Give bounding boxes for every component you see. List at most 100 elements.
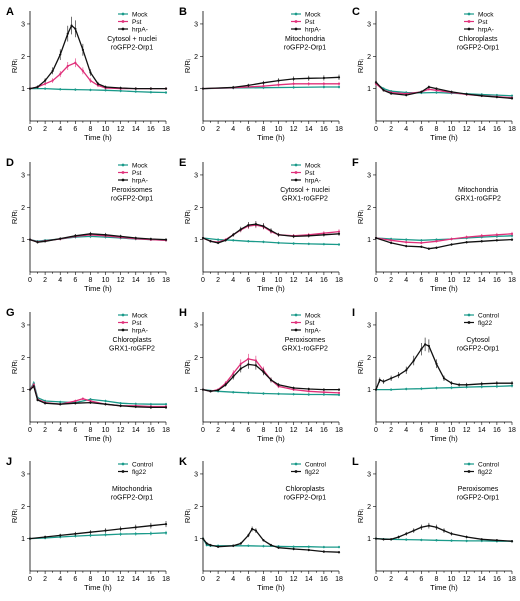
x-tick-label: 0: [201, 277, 205, 284]
data-point: [337, 230, 341, 233]
legend-entry: flg22: [291, 469, 319, 476]
series-line: [375, 233, 513, 244]
data-point: [81, 397, 84, 400]
data-point: [390, 377, 393, 380]
x-tick-label: 0: [201, 126, 205, 133]
data-point: [164, 91, 168, 94]
data-point: [277, 233, 280, 236]
data-point: [119, 402, 122, 405]
data-point: [74, 27, 77, 30]
data-point: [205, 542, 208, 545]
x-tick-label: 8: [261, 576, 265, 583]
data-point: [307, 77, 310, 80]
x-tick-label: 6: [419, 576, 423, 583]
y-axis-label: R/Rᵢ: [183, 59, 192, 73]
data-point: [269, 378, 273, 382]
data-point: [149, 524, 152, 527]
data-point: [224, 383, 227, 386]
series-line: [202, 528, 340, 553]
series-line: [375, 235, 513, 241]
y-tick-label: 3: [367, 471, 371, 478]
legend-label: Mock: [305, 312, 321, 319]
legend-entry: Mock: [291, 162, 321, 169]
data-point: [89, 71, 92, 74]
panel-annotation: GRX1-roGFP2: [282, 196, 328, 203]
x-tick-label: 0: [28, 126, 32, 133]
x-tick-label: 18: [335, 277, 343, 284]
panel-annotation: Cytosol + nuclei: [280, 187, 330, 194]
legend-label: Pst: [132, 170, 142, 177]
data-point: [254, 359, 257, 362]
data-point: [254, 529, 257, 532]
data-point: [201, 537, 205, 540]
data-point: [44, 79, 47, 82]
x-tick-label: 8: [261, 427, 265, 434]
legend-entry: Mock: [118, 11, 148, 18]
legend-label: Mock: [132, 162, 148, 169]
series-hrpA-: [28, 16, 168, 90]
series-hrpA-: [28, 231, 168, 244]
data-point: [205, 544, 208, 547]
x-tick-label: 16: [147, 427, 155, 434]
legend-label: hrpA-: [305, 177, 321, 184]
x-tick-label: 8: [434, 427, 438, 434]
data-point: [119, 89, 122, 93]
data-point: [337, 85, 341, 89]
y-tick-label: 2: [21, 504, 25, 511]
y-tick-label: 1: [194, 387, 198, 394]
x-tick-label: 8: [88, 126, 92, 133]
data-point: [374, 388, 378, 391]
legend-label: flg22: [478, 469, 492, 476]
panel-label: I: [352, 307, 355, 319]
x-tick-label: 10: [275, 576, 283, 583]
y-axis-label: R/Rᵢ: [356, 59, 365, 73]
legend-label: Mock: [305, 162, 321, 169]
panel-annotation: roGFP2-Orp1: [111, 45, 154, 52]
data-point: [74, 402, 77, 405]
data-point: [247, 84, 250, 87]
data-point: [378, 378, 381, 382]
x-axis-label: Time (h): [84, 583, 112, 592]
legend-entry: Control: [464, 461, 500, 468]
panel-label: A: [6, 6, 14, 18]
series-line: [30, 87, 167, 94]
data-point: [322, 233, 325, 236]
y-tick-label: 3: [194, 322, 198, 329]
x-tick-label: 0: [374, 126, 378, 133]
data-point: [119, 86, 122, 90]
data-point: [89, 534, 92, 537]
x-tick-label: 18: [508, 126, 516, 133]
data-point: [28, 537, 32, 540]
x-tick-label: 14: [132, 576, 140, 583]
data-point: [44, 82, 47, 85]
data-point: [164, 87, 168, 90]
data-point: [412, 359, 415, 362]
data-point: [74, 399, 77, 403]
data-point: [322, 388, 325, 391]
y-tick-label: 1: [367, 237, 371, 244]
legend-entry: hrpA-: [291, 26, 321, 33]
data-point: [59, 88, 62, 91]
legend-entry: Pst: [118, 320, 142, 327]
legend-entry: hrpA-: [291, 327, 321, 334]
x-tick-label: 10: [448, 427, 456, 434]
data-point: [510, 382, 514, 385]
data-point: [269, 229, 273, 232]
x-tick-label: 12: [290, 576, 298, 583]
data-point: [427, 88, 430, 91]
data-point: [59, 400, 62, 404]
data-point: [510, 384, 514, 387]
legend-label: hrpA-: [132, 177, 148, 184]
x-axis-label: Time (h): [84, 133, 112, 142]
series-Mock: [28, 87, 168, 94]
series-hrpA-: [28, 384, 168, 409]
x-tick-label: 6: [419, 126, 423, 133]
data-point: [495, 239, 498, 242]
data-point: [322, 82, 325, 85]
data-point: [247, 357, 250, 361]
data-point: [405, 532, 408, 535]
x-tick-label: 16: [147, 126, 155, 133]
series-Mock: [201, 388, 341, 397]
series-line: [29, 24, 166, 90]
